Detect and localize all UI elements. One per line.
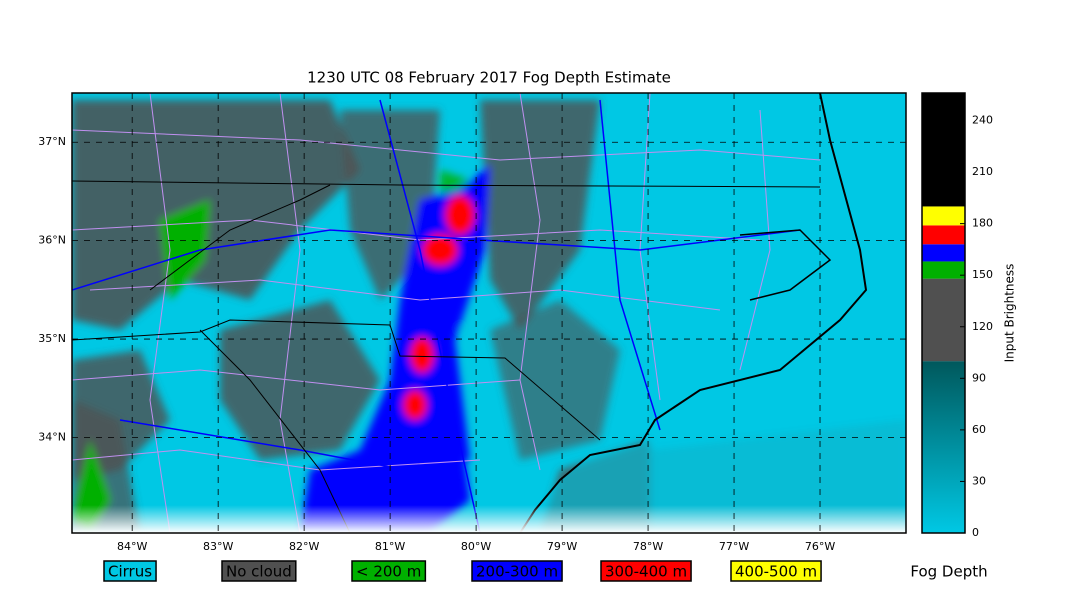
graticule: 37°N 36°N 35°N 34°N 84°W 83°W 82°W 81°W 80°W 79°W…: [38, 93, 906, 553]
lon-label: 78°W: [633, 540, 663, 553]
lat-label: 35°N: [38, 332, 66, 345]
colorbar-tick-label: 120: [972, 320, 993, 333]
legend-label: Cirrus: [108, 563, 152, 581]
colorbar: 0 30 60 90 120 150 180 210 240: [922, 93, 993, 539]
county-lines: [72, 93, 821, 533]
colorbar-tick-label: 180: [972, 217, 993, 230]
satellite-image: [72, 93, 906, 533]
legend-label: 300-400 m: [605, 563, 687, 581]
colorbar-tick-label: 60: [972, 423, 986, 436]
lon-label: 82°W: [289, 540, 319, 553]
legend-swatch: [471, 560, 563, 582]
legend-swatch: [351, 560, 427, 582]
lon-label: 76°W: [805, 540, 835, 553]
colorbar-segment: [922, 206, 965, 226]
legend-swatch: [221, 560, 297, 582]
legend-swatch: [600, 560, 692, 582]
lat-label: 37°N: [38, 135, 66, 148]
lat-label: 36°N: [38, 234, 66, 247]
lon-label: 80°W: [461, 540, 491, 553]
legend: Cirrus No cloud < 200 m 200-300 m 300-400 m 4…: [103, 560, 822, 582]
legend-title: Fog Depth: [910, 563, 987, 581]
lon-label: 81°W: [375, 540, 405, 553]
legend-swatch: [103, 560, 157, 582]
colorbar-segment: [922, 244, 965, 262]
legend-label: No cloud: [226, 563, 292, 581]
colorbar-segment: [922, 278, 965, 362]
lon-label: 84°W: [117, 540, 147, 553]
colorbar-segment: [922, 361, 965, 533]
colorbar-tick-label: 90: [972, 371, 986, 384]
ocean: [520, 93, 906, 533]
colorbar-tick-label: 150: [972, 268, 993, 281]
lon-label: 79°W: [547, 540, 577, 553]
colorbar-tick-label: 30: [972, 474, 986, 487]
legend-label: < 200 m: [356, 563, 421, 581]
image-edge: [72, 505, 906, 533]
colorbar-segment: [922, 93, 965, 207]
map-title: 1230 UTC 08 February 2017 Fog Depth Esti…: [307, 69, 671, 87]
highways: [72, 99, 801, 533]
map-frame: [71, 92, 907, 534]
sound-shoreline: [739, 229, 832, 301]
lat-label: 34°N: [38, 431, 66, 444]
lon-label: 77°W: [719, 540, 749, 553]
legend-label: 200-300 m: [476, 563, 558, 581]
colorbar-segment: [922, 225, 965, 245]
coastline: [519, 93, 868, 533]
colorbar-segment: [922, 261, 965, 279]
legend-label: 400-500 m: [735, 563, 817, 581]
colorbar-tick-label: 0: [972, 526, 979, 539]
colorbar-frame: [921, 92, 966, 534]
legend-swatch: [730, 560, 822, 582]
colorbar-tick-label: 240: [972, 114, 993, 127]
colorbar-tick-label: 210: [972, 165, 993, 178]
lon-label: 83°W: [203, 540, 233, 553]
colorbar-label: Input Brightness: [1003, 264, 1017, 363]
